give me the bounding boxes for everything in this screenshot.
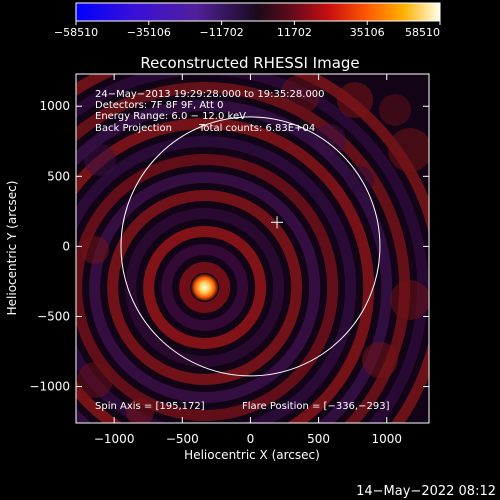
heatmap-ring	[143, 225, 267, 349]
heatmap-blob	[388, 128, 429, 172]
x-axis-label: Heliocentric X (arcsec)	[184, 448, 320, 462]
heatmap-ring	[89, 171, 321, 403]
annotations: 24−May−2013 19:29:28.000 to 19:35:28.000…	[95, 89, 390, 412]
x-axis-ticks: −1000 −500 0 500 1000	[94, 74, 402, 446]
heatmap-ring	[76, 136, 357, 423]
spin-axis-marker	[271, 216, 284, 229]
annotation-spin-axis: Spin Axis = [195,172]	[95, 401, 205, 412]
y-tick-label: −500	[37, 309, 70, 323]
colorbar-ticks: −58510 −35106 −11702 11702 35106 58510	[54, 21, 441, 39]
heatmap-ring	[179, 261, 231, 313]
x-tick-label: 0	[247, 432, 255, 446]
annotation-flare-position: Flare Position = [−336,−293]	[242, 401, 390, 412]
heatmap-blob	[81, 236, 109, 264]
colorbar-tick-label: −11702	[199, 26, 243, 39]
plot-area	[75, 73, 430, 424]
annotation-total-counts: Total counts: 6.83E+04	[198, 123, 315, 134]
colorbar-tick-label: −58510	[54, 26, 98, 39]
y-tick-label: 500	[47, 169, 70, 183]
y-tick-label: 1000	[39, 99, 70, 113]
heatmap-blob	[337, 82, 373, 118]
plot-frame	[75, 73, 430, 424]
y-tick-label: 0	[62, 239, 70, 253]
heatmap-ring	[76, 100, 393, 423]
flare-source	[190, 273, 219, 302]
y-axis-label: Heliocentric Y (arcsec)	[5, 181, 19, 316]
annotation-detectors: Detectors: 7F 8F 9F, Att 0	[95, 100, 223, 111]
x-tick-label: −500	[166, 432, 199, 446]
x-tick-label: 500	[307, 432, 330, 446]
solar-limb-circle	[120, 116, 381, 377]
heatmap-blob	[314, 124, 346, 156]
heatmap-ring	[107, 189, 303, 385]
heatmap-blob	[346, 166, 374, 194]
heatmap-blob	[379, 94, 411, 126]
footer-timestamp: 14−May−2022 08:12	[356, 484, 496, 499]
colorbar-tick-label: 35106	[350, 26, 385, 39]
heatmap-ring	[76, 154, 339, 421]
chart-title: Reconstructed RHESSI Image	[140, 54, 359, 72]
y-axis-ticks: 1000 500 0 −500 −1000	[29, 99, 429, 394]
colorbar-tick-label: −35106	[127, 26, 171, 39]
heatmap-blob	[77, 362, 113, 398]
annotation-energy: Energy Range: 6.0 − 12.0 keV	[95, 111, 246, 122]
colorbar: −58510 −35106 −11702 11702 35106 58510	[54, 2, 441, 39]
y-tick-label: −1000	[29, 380, 70, 394]
heatmap-blob	[280, 75, 320, 115]
heatmap-ring	[76, 118, 375, 423]
colorbar-tick-label: 11702	[277, 26, 312, 39]
heatmap-image	[76, 74, 429, 423]
heatmap-ring	[161, 243, 249, 331]
heatmap-blob	[362, 342, 398, 378]
heatmap-blob	[390, 280, 429, 320]
heatmap-blob	[126, 398, 154, 423]
annotation-method: Back Projection	[95, 123, 172, 134]
heatmap-ring	[125, 207, 285, 367]
x-tick-label: −1000	[94, 432, 135, 446]
colorbar-tick-label: 58510	[405, 26, 440, 39]
x-tick-label: 1000	[371, 432, 402, 446]
annotation-time: 24−May−2013 19:29:28.000 to 19:35:28.000	[95, 89, 325, 100]
heatmap-blob	[84, 144, 116, 176]
colorbar-gradient	[75, 2, 441, 22]
